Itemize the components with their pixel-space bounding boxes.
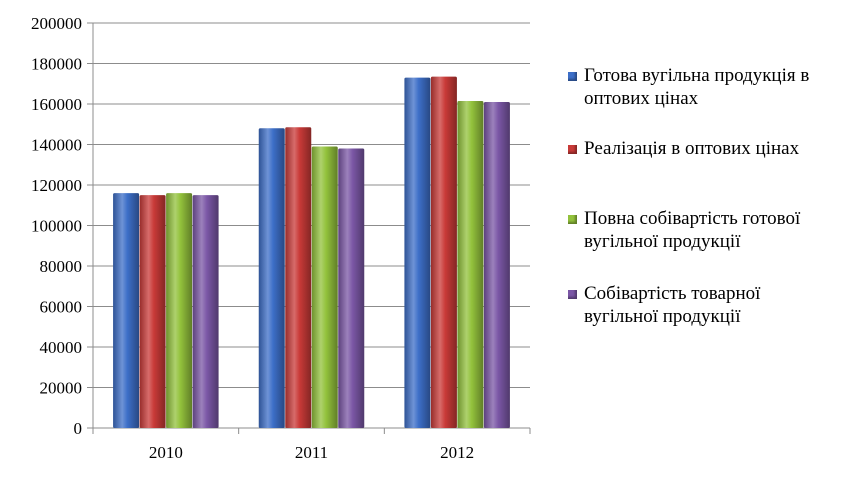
x-tick-label: 2010 <box>149 443 183 462</box>
y-tick-label: 100000 <box>31 217 82 236</box>
y-tick-label: 120000 <box>31 176 82 195</box>
y-tick-label: 180000 <box>31 55 82 74</box>
x-tick-label: 2011 <box>295 443 328 462</box>
legend-label: Готова вугільна продукція в оптових ціна… <box>584 65 810 109</box>
bar-4-2012 <box>483 101 510 428</box>
bar-3-2012 <box>457 100 484 429</box>
legend-label: Повна собівартість готової вугільної про… <box>584 208 801 252</box>
legend-swatch <box>568 290 577 299</box>
y-tick-label: 20000 <box>40 379 83 398</box>
bar-3-2011 <box>311 146 338 428</box>
bars <box>113 76 510 429</box>
bar-1-2011 <box>258 128 285 429</box>
bar-4-2011 <box>338 148 365 429</box>
x-tick-label: 2012 <box>440 443 474 462</box>
bar-3-2010 <box>166 193 193 428</box>
legend-swatch <box>568 145 577 154</box>
y-tick-label: 160000 <box>31 95 82 114</box>
y-tick-label: 200000 <box>31 14 82 33</box>
y-axis-tick-labels: 0 20000 40000 60000 80000 100000 120000 140000 1… <box>31 14 82 438</box>
x-axis-tick-labels: 2010 2011 2012 <box>149 443 474 462</box>
legend: Готова вугільна продукція в оптових ціна… <box>568 0 841 477</box>
y-tick-label: 60000 <box>40 298 83 317</box>
legend-label: Реалізація в оптових цінах <box>584 138 800 159</box>
bar-2-2011 <box>285 127 312 428</box>
bar-1-2010 <box>113 193 140 428</box>
bar-2-2010 <box>139 195 166 428</box>
y-tick-label: 40000 <box>40 338 83 357</box>
legend-swatch <box>568 72 577 81</box>
gridlines <box>93 22 530 388</box>
bar-2-2012 <box>430 76 457 428</box>
axes <box>87 22 531 434</box>
legend-swatch <box>568 215 577 224</box>
legend-label: Собівартість товарної вугільної продукці… <box>584 283 761 327</box>
y-tick-label: 140000 <box>31 136 82 155</box>
bar-1-2012 <box>404 77 431 429</box>
y-tick-label: 80000 <box>40 257 83 276</box>
bar-4-2010 <box>192 195 219 428</box>
y-tick-label: 0 <box>74 419 83 438</box>
